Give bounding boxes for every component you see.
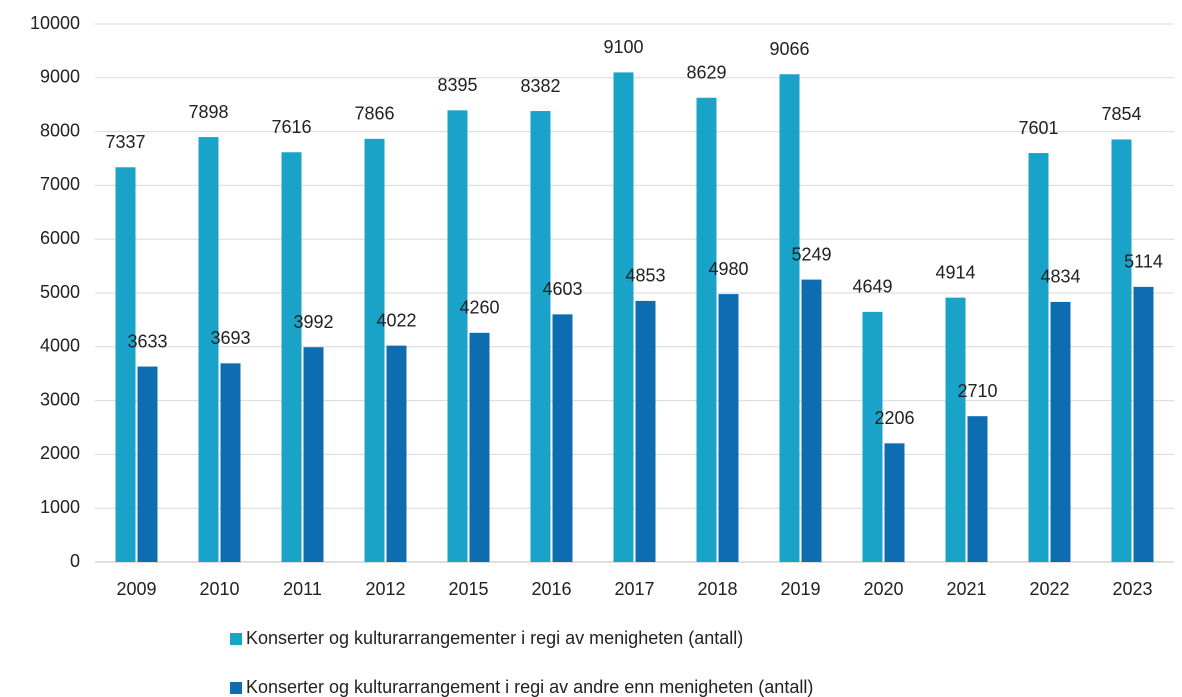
data-label: 9066 xyxy=(769,39,809,59)
y-tick-label: 3000 xyxy=(40,389,80,409)
data-label: 4980 xyxy=(708,259,748,279)
bar xyxy=(801,279,822,562)
y-tick-label: 8000 xyxy=(40,120,80,140)
bar xyxy=(967,416,988,562)
y-tick-label: 5000 xyxy=(40,282,80,302)
bar xyxy=(884,443,905,562)
bar xyxy=(469,332,490,562)
data-label: 7898 xyxy=(188,102,228,122)
bar xyxy=(945,297,966,562)
legend-label: Konserter og kulturarrangementer i regi … xyxy=(246,628,743,648)
x-tick-label: 2018 xyxy=(697,579,737,599)
x-tick-label: 2016 xyxy=(531,579,571,599)
y-tick-label: 4000 xyxy=(40,336,80,356)
bar xyxy=(718,294,739,562)
data-label: 8395 xyxy=(437,75,477,95)
bar xyxy=(1028,153,1049,562)
x-tick-label: 2015 xyxy=(448,579,488,599)
bar xyxy=(447,110,468,562)
y-tick-label: 7000 xyxy=(40,174,80,194)
data-label: 3633 xyxy=(127,331,167,351)
bar xyxy=(115,167,136,562)
bar xyxy=(137,366,158,562)
legend-swatch xyxy=(230,633,242,645)
data-label: 7616 xyxy=(271,117,311,137)
data-label: 4603 xyxy=(542,279,582,299)
data-label: 7337 xyxy=(105,132,145,152)
x-tick-label: 2023 xyxy=(1112,579,1152,599)
data-label: 8382 xyxy=(520,76,560,96)
x-tick-label: 2011 xyxy=(283,579,322,599)
legend-swatch xyxy=(230,682,242,694)
bar xyxy=(1133,286,1154,562)
bar xyxy=(530,111,551,562)
bar xyxy=(862,311,883,562)
y-tick-label: 0 xyxy=(70,551,80,571)
bar xyxy=(1050,301,1071,562)
bar xyxy=(552,314,573,562)
x-tick-label: 2019 xyxy=(780,579,820,599)
bar xyxy=(635,300,656,562)
bar xyxy=(1111,139,1132,562)
x-tick-label: 2020 xyxy=(863,579,903,599)
bar xyxy=(696,97,717,562)
data-label: 7601 xyxy=(1018,118,1058,138)
y-tick-label: 9000 xyxy=(40,67,80,87)
data-label: 7854 xyxy=(1101,104,1141,124)
data-label: 4834 xyxy=(1040,267,1080,287)
data-label: 4649 xyxy=(852,277,892,297)
y-tick-label: 10000 xyxy=(30,13,80,33)
data-label: 4853 xyxy=(625,266,665,286)
x-tick-label: 2010 xyxy=(199,579,239,599)
bar xyxy=(386,345,407,562)
data-label: 5114 xyxy=(1124,252,1163,272)
data-label: 3693 xyxy=(210,328,250,348)
legend-label: Konserter og kulturarrangement i regi av… xyxy=(246,677,813,697)
y-tick-label: 2000 xyxy=(40,443,80,463)
bar xyxy=(220,363,241,562)
bar xyxy=(198,137,219,563)
data-label: 3992 xyxy=(293,312,333,332)
data-label: 2710 xyxy=(957,381,997,401)
bar xyxy=(303,347,324,562)
data-label: 5249 xyxy=(791,244,831,264)
x-tick-label: 2022 xyxy=(1029,579,1069,599)
x-tick-label: 2012 xyxy=(365,579,405,599)
y-tick-label: 6000 xyxy=(40,228,80,248)
bar xyxy=(779,74,800,562)
data-label: 4914 xyxy=(935,262,975,282)
data-label: 2206 xyxy=(874,408,914,428)
data-label: 9100 xyxy=(603,37,643,57)
data-label: 8629 xyxy=(686,63,726,83)
bar xyxy=(281,152,302,562)
data-label: 4022 xyxy=(376,310,416,330)
y-tick-label: 1000 xyxy=(40,497,80,517)
bar xyxy=(364,138,385,562)
bar xyxy=(613,72,634,563)
x-tick-label: 2021 xyxy=(946,579,986,599)
x-tick-label: 2009 xyxy=(116,579,156,599)
data-label: 4260 xyxy=(459,298,499,318)
x-tick-label: 2017 xyxy=(614,579,654,599)
data-label: 7866 xyxy=(354,104,394,124)
